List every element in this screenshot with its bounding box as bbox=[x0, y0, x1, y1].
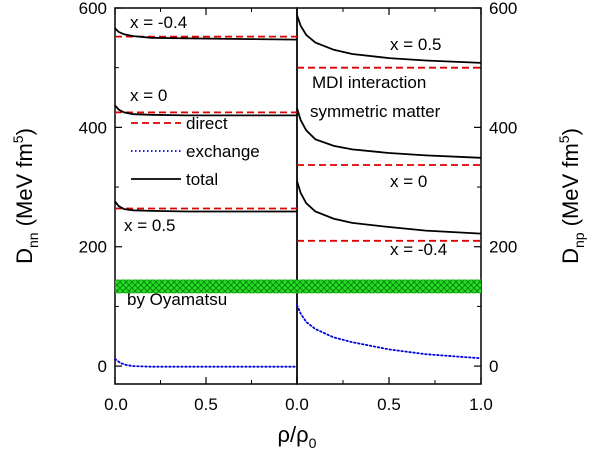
right-annotation-x-05: x = 0.5 bbox=[390, 35, 442, 54]
series-lines bbox=[114, 14, 482, 368]
x-axis-label: ρ/ρ0 bbox=[278, 422, 317, 451]
right-annotation-x-neg04: x = -0.4 bbox=[390, 240, 447, 259]
legend-label-exchange: exchange bbox=[186, 142, 260, 161]
left-y-tick-label: 400 bbox=[79, 118, 107, 137]
left-y-tick-label: 200 bbox=[79, 238, 107, 257]
left-series-total-3 bbox=[114, 104, 297, 117]
panel-frames bbox=[114, 7, 482, 385]
legend-label-direct: direct bbox=[186, 114, 228, 133]
right-y-tick-label: 400 bbox=[489, 118, 517, 137]
left-y-tick-label: 0 bbox=[98, 357, 107, 376]
chart-text: 0.0 0.5 0 200 400 600 Dnn (MeV fm5) 0.0 0.5 1.0 0 2… bbox=[10, 0, 587, 451]
right-oyamatsu-band bbox=[297, 279, 481, 294]
left-panel-frame bbox=[114, 7, 298, 385]
legend-label-total: total bbox=[186, 170, 218, 189]
right-y-tick-label: 600 bbox=[489, 0, 517, 18]
bands bbox=[115, 279, 481, 294]
right-series-total-4 bbox=[296, 180, 482, 235]
right-series-total-0 bbox=[296, 14, 482, 64]
left-x-tick-label: 0.0 bbox=[104, 395, 128, 414]
left-series-exchange-6 bbox=[114, 357, 298, 368]
left-annotation-x-05: x = 0.5 bbox=[124, 216, 176, 235]
left-oyamatsu-band bbox=[115, 279, 297, 294]
right-series-total-2 bbox=[296, 108, 482, 159]
right-series-exchange-6 bbox=[296, 304, 482, 360]
right-annotation-mdi: MDI interaction bbox=[312, 73, 426, 92]
right-panel-frame bbox=[296, 7, 482, 385]
left-series-total-1 bbox=[114, 27, 298, 41]
left-annotation-x-neg04: x = -0.4 bbox=[130, 13, 187, 32]
left-series-total-5 bbox=[114, 200, 297, 213]
right-y-tick-label: 0 bbox=[489, 357, 498, 376]
right-y-tick-label: 200 bbox=[489, 238, 517, 257]
left-annotation-oyamatsu: by Oyamatsu bbox=[127, 290, 227, 309]
left-y-axis-label: Dnn (MeV fm5) bbox=[10, 128, 41, 264]
right-y-axis-label: Dnp (MeV fm5) bbox=[556, 128, 587, 264]
left-x-tick-label: 0.5 bbox=[194, 395, 218, 414]
right-x-tick-label: 1.0 bbox=[469, 395, 493, 414]
left-y-tick-label: 600 bbox=[79, 0, 107, 18]
right-x-tick-label: 0.0 bbox=[285, 395, 309, 414]
right-x-tick-label: 0.5 bbox=[377, 395, 401, 414]
left-annotation-x-0: x = 0 bbox=[130, 86, 167, 105]
right-annotation-x-0: x = 0 bbox=[390, 172, 427, 191]
right-annotation-symmetric: symmetric matter bbox=[310, 102, 441, 121]
